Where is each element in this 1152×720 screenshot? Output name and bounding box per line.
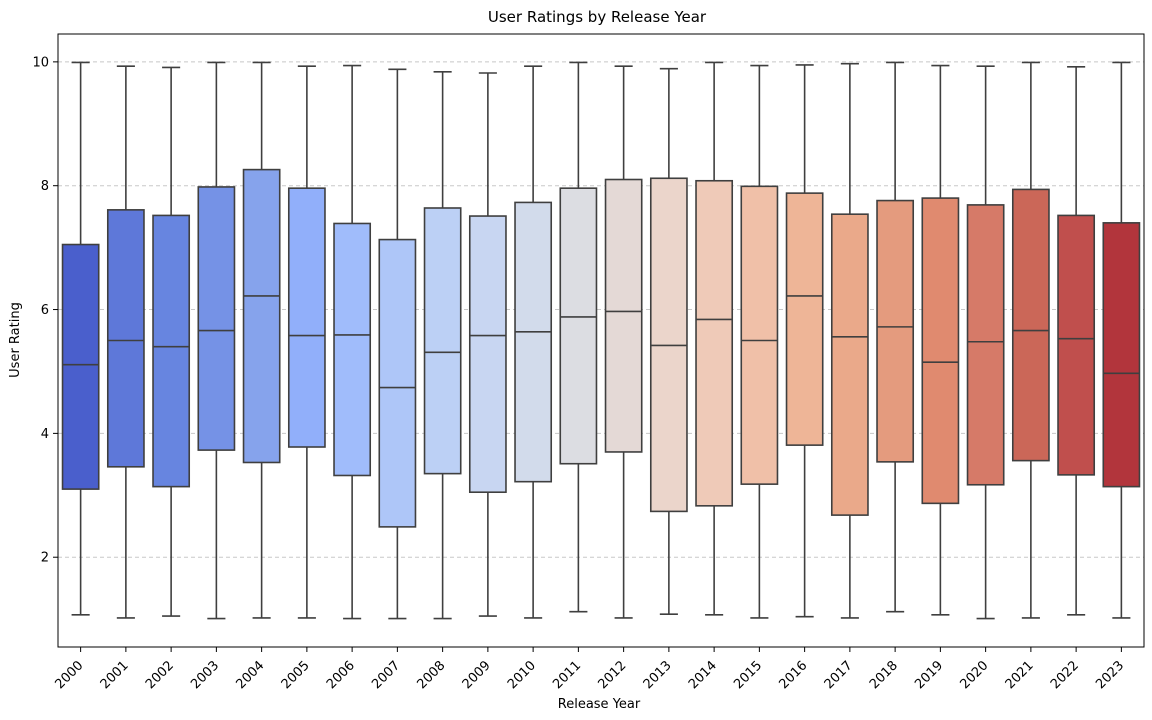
box-2006 [333, 64, 372, 620]
box-2000 [61, 61, 100, 616]
y-tick-label: 10 [32, 55, 49, 70]
iqr-box [1057, 214, 1096, 476]
y-tick-label: 8 [41, 179, 49, 194]
y-tick-label: 6 [41, 303, 49, 318]
iqr-box [423, 207, 462, 475]
iqr-box [514, 201, 553, 483]
box-2022 [1057, 66, 1096, 616]
box-2004 [242, 61, 281, 619]
box-2008 [423, 70, 462, 620]
iqr-box [378, 238, 417, 528]
box-2021 [1011, 61, 1050, 619]
box-2010 [514, 65, 553, 619]
iqr-box [468, 215, 507, 494]
iqr-box [106, 209, 145, 468]
iqr-box [559, 187, 598, 465]
y-gridlines [58, 61, 1144, 558]
box-2001 [106, 65, 145, 619]
box-2012 [604, 65, 643, 619]
box-2011 [559, 61, 598, 613]
chart-title: User Ratings by Release Year [488, 8, 707, 26]
iqr-box [830, 213, 869, 516]
axes-frame [57, 33, 1145, 648]
iqr-box [333, 222, 372, 477]
box-series [61, 61, 1141, 620]
x-axis-label: Release Year [558, 697, 641, 712]
iqr-box [604, 178, 643, 453]
iqr-box [287, 187, 326, 448]
box-2009 [468, 72, 507, 617]
iqr-box [785, 192, 824, 446]
iqr-box [695, 179, 734, 507]
box-2007 [378, 68, 417, 620]
iqr-box [1011, 188, 1050, 462]
y-axis-label: User Rating [8, 302, 23, 378]
iqr-box [242, 168, 281, 464]
box-2018 [876, 61, 915, 613]
iqr-box [740, 185, 779, 485]
iqr-box [61, 243, 100, 490]
iqr-box [966, 204, 1005, 486]
iqr-box [1102, 222, 1141, 488]
box-2017 [830, 62, 869, 619]
box-2023 [1102, 61, 1141, 619]
iqr-box [197, 186, 236, 451]
box-2014 [695, 61, 734, 616]
iqr-box [876, 199, 915, 463]
box-2016 [785, 64, 824, 618]
y-axis-ticks: 2 4 6 8 10 [32, 55, 58, 566]
box-2013 [649, 67, 688, 615]
box-2002 [152, 66, 191, 617]
y-tick-label: 4 [41, 427, 49, 442]
box-2015 [740, 64, 779, 619]
iqr-box [921, 197, 960, 505]
iqr-box [152, 214, 191, 488]
box-2019 [921, 64, 960, 616]
box-2005 [287, 65, 326, 619]
box-2003 [197, 61, 236, 620]
box-2020 [966, 65, 1005, 620]
y-tick-label: 2 [41, 551, 49, 566]
